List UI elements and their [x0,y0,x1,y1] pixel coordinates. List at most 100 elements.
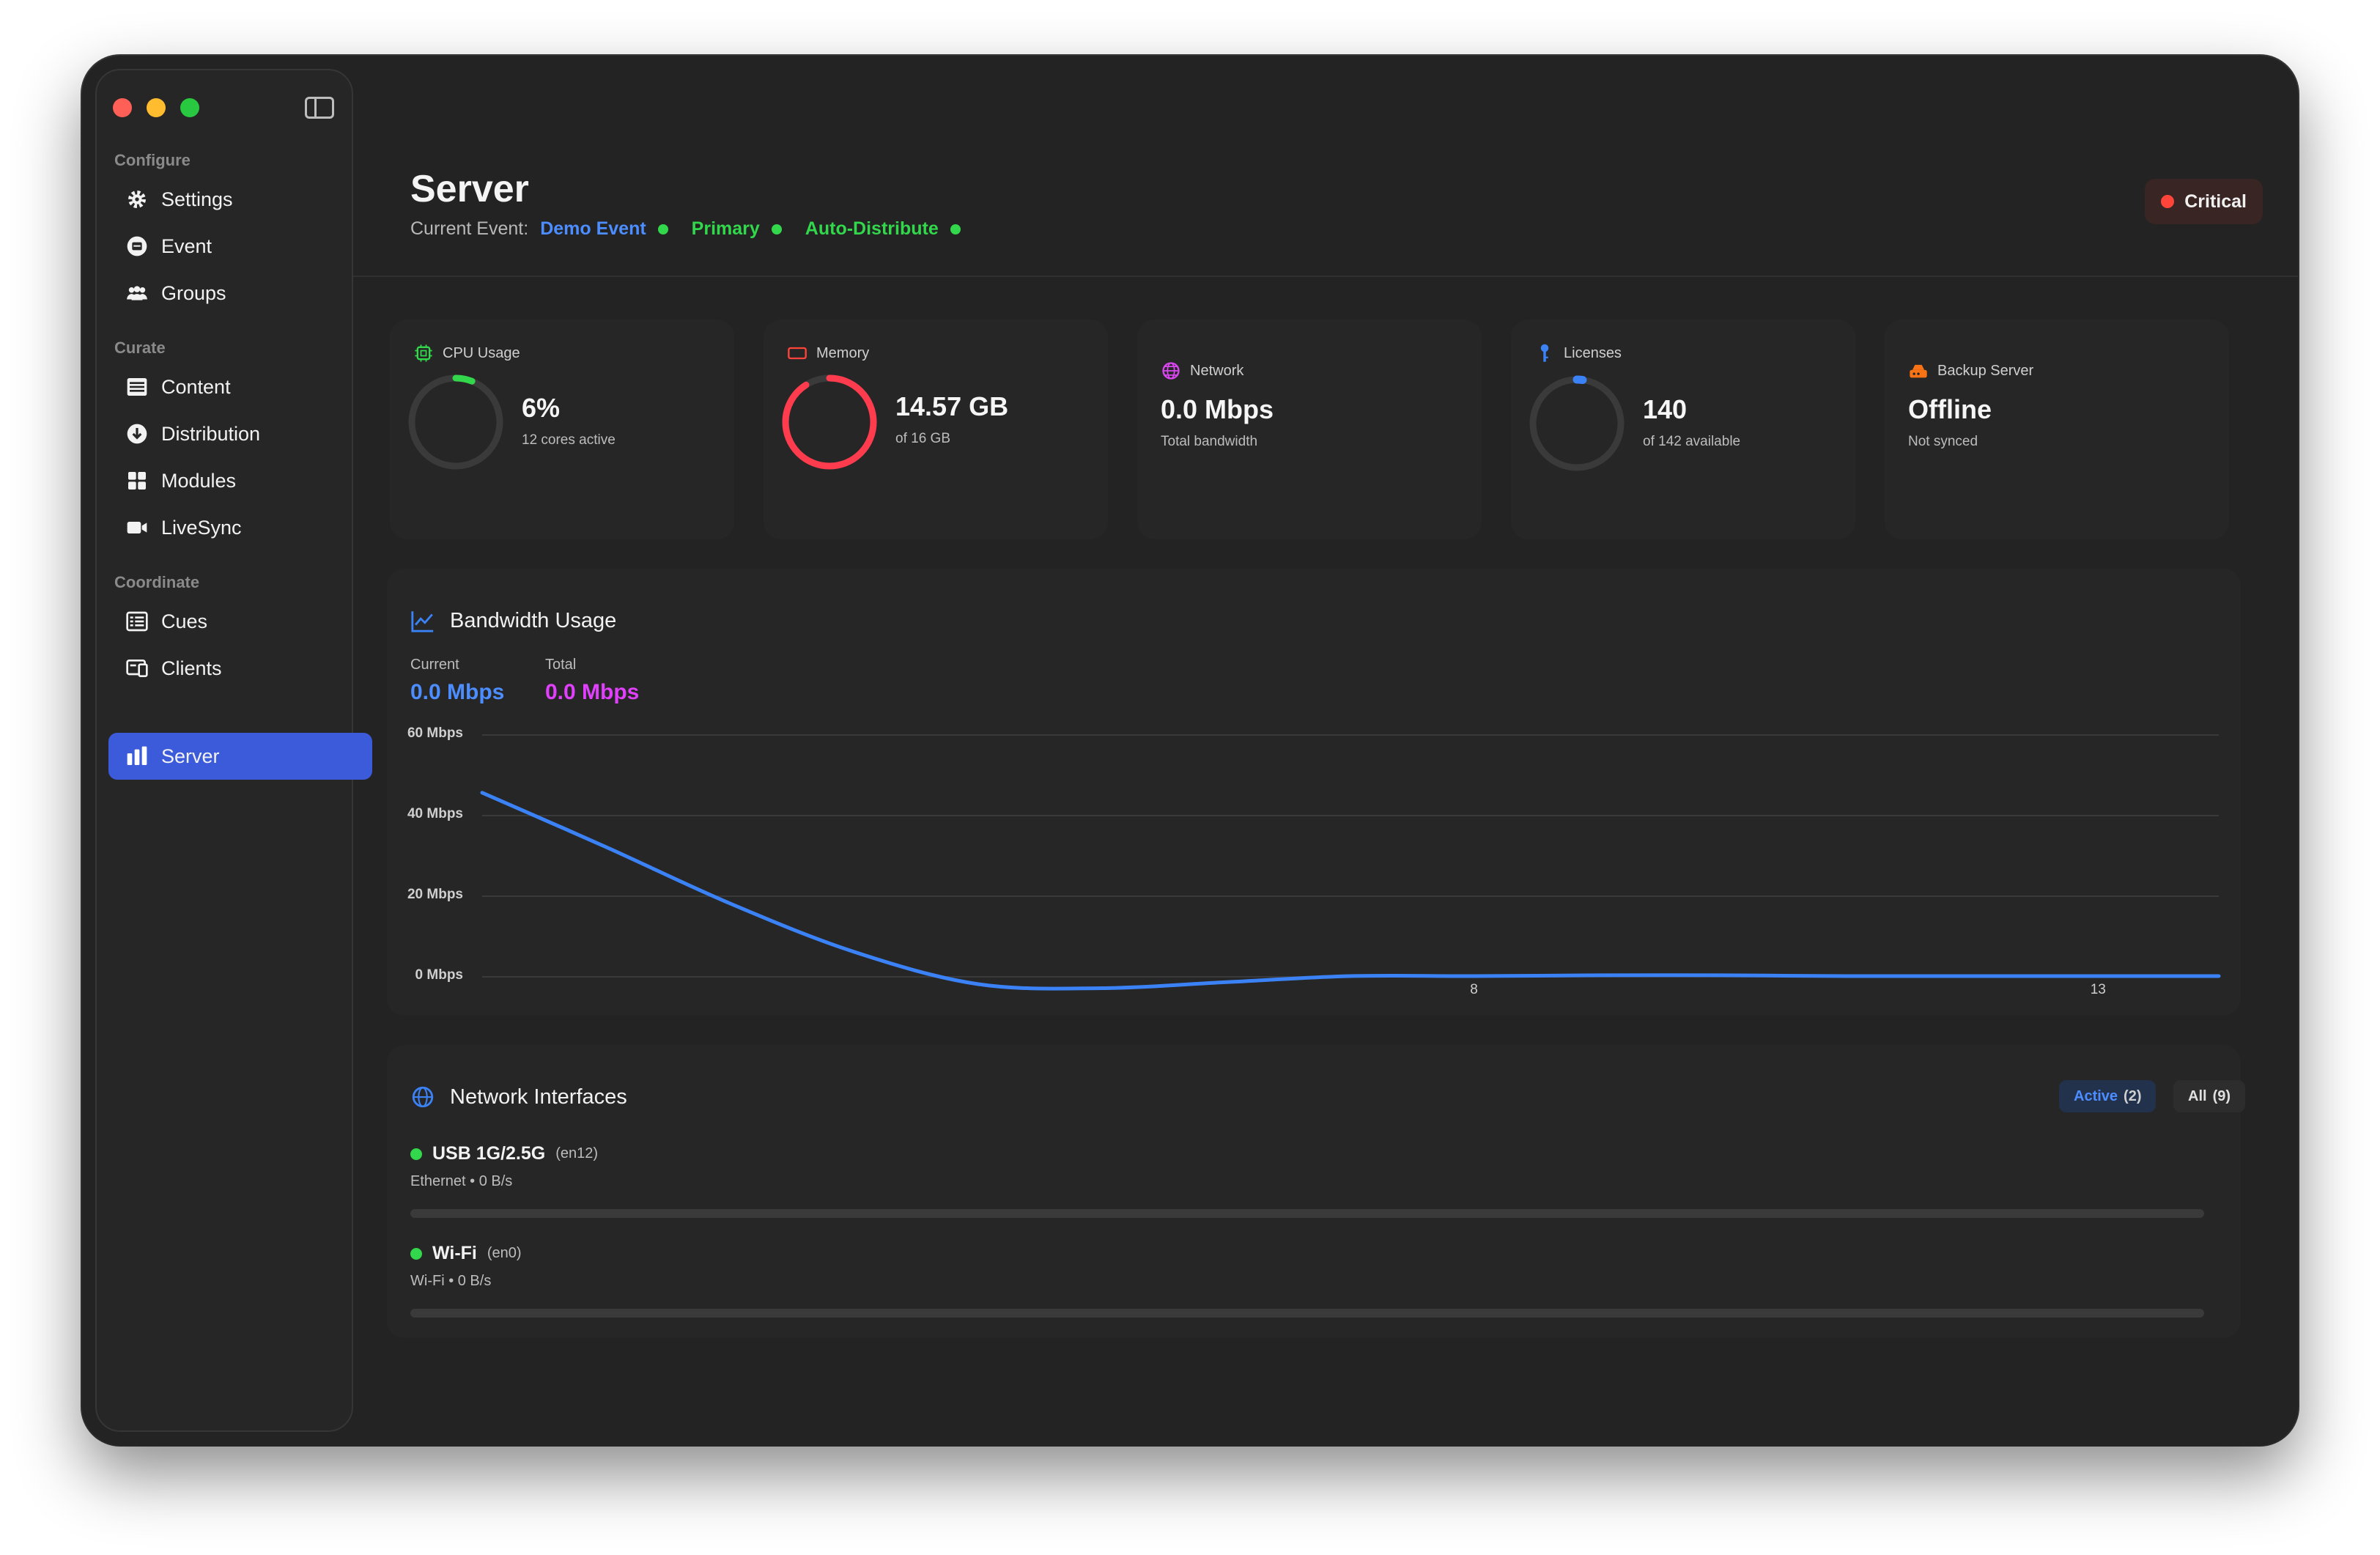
sidebar-item-label: Clients [161,657,222,679]
backup-server-icon [1910,364,1927,378]
backup-label-text: Backup Server [1937,362,2034,379]
page-title: Server [410,168,529,210]
line-chart-icon [411,611,434,632]
network-value: 0.0 Mbps [1161,394,1274,424]
critical-dot [2161,195,2175,208]
memory-card: Memory 14.57 GB of 16 GB [764,320,1108,539]
sidebar-item-cues[interactable]: Cues [108,598,372,645]
sidebar-item-groups[interactable]: Groups [108,270,372,317]
event-status-dot [657,224,668,234]
header-divider [353,276,2298,277]
sidebar-item-distribution[interactable]: Distribution [108,410,372,457]
clients-icon [125,656,149,681]
network-label-text: Network [1190,362,1244,379]
modules-icon [125,468,149,493]
sidebar-item-label: Settings [161,188,233,210]
zoom-button[interactable] [180,98,199,117]
memory-icon [788,347,807,360]
sidebar-item-server[interactable]: Server [108,733,372,780]
interface-status-dot [410,1247,422,1260]
backup-values: Offline Not synced [1908,394,1992,450]
backup-card: Backup Server Offline Not synced [1885,320,2229,539]
distribution-icon [125,421,149,446]
interface-header: Wi-Fi (en0) [410,1243,2204,1264]
interface-row[interactable]: USB 1G/2.5G (en12) Ethernet • 0 B/s [410,1143,2204,1218]
close-button[interactable] [113,98,132,117]
role-status-dot [771,224,782,234]
cpu-icon [415,344,432,362]
bandwidth-title-text: Bandwidth Usage [450,608,617,632]
sidebar-item-label: Distribution [161,422,261,445]
sidebar-item-label: Server [161,745,220,767]
total-value: 0.0 Mbps [545,680,640,704]
y-tick-label: 40 Mbps [407,806,463,821]
current-label: Current [410,657,459,673]
content-icon [125,374,149,399]
memory-label-text: Memory [816,344,870,361]
interface-row[interactable]: Wi-Fi (en0) Wi-Fi • 0 B/s [410,1243,2204,1318]
licenses-label: Licenses [1534,343,1622,363]
status-badge[interactable]: Critical [2145,179,2263,224]
main-content: Server Current Event: Demo Event Primary… [353,56,2298,1445]
interface-device: (en12) [555,1145,599,1161]
chart-gridline [482,734,2219,736]
event-name-link[interactable]: Demo Event [540,218,668,240]
minimize-button[interactable] [147,98,166,117]
memory-values: 14.57 GB of 16 GB [895,391,1008,447]
app-window: Configure Settings Event Groups Curate C… [82,56,2298,1445]
sidebar-item-livesync[interactable]: LiveSync [108,504,372,551]
sidebar-section-configure: Configure [114,151,191,169]
sidebar-item-label: Cues [161,610,208,632]
chart-gridline [482,895,2219,897]
filter-active-count: (2) [2124,1087,2142,1104]
mode-text: Auto-Distribute [805,218,939,239]
y-tick-label: 0 Mbps [415,967,463,983]
licenses-card: Licenses 140 of 142 available [1511,320,1855,539]
sidebar-item-content[interactable]: Content [108,363,372,410]
interfaces-panel: Network Interfaces Active (2) All (9) US… [387,1045,2246,1338]
filter-all-button[interactable]: All (9) [2173,1080,2246,1112]
current-event-label: Current Event: [410,218,529,239]
event-status-line: Current Event: Demo Event Primary Auto-D… [410,218,984,240]
globe-icon [1162,362,1180,380]
bandwidth-panel: Bandwidth Usage Current 0.0 Mbps Total 0… [387,569,2241,1016]
y-tick-label: 20 Mbps [407,887,463,902]
licenses-sub: of 142 available [1643,434,1741,449]
x-tick-label: 8 [1470,982,1478,997]
licenses-label-text: Licenses [1564,344,1622,361]
network-label: Network [1161,361,1243,381]
interface-header: USB 1G/2.5G (en12) [410,1143,2204,1164]
memory-ring [782,374,877,470]
sidebar-item-event[interactable]: Event [108,223,372,270]
interface-usage-bar [410,1309,2204,1318]
network-values: 0.0 Mbps Total bandwidth [1161,394,1274,450]
sidebar-item-clients[interactable]: Clients [108,645,372,692]
backup-sub: Not synced [1908,434,1978,449]
sidebar-toggle-icon[interactable] [305,97,334,119]
filter-all-label: All [2188,1087,2207,1104]
role-badge: Primary [692,218,782,240]
role-text: Primary [691,218,760,239]
event-name-text: Demo Event [540,218,646,239]
cpu-label: CPU Usage [413,343,520,363]
sidebar-item-modules[interactable]: Modules [108,457,372,504]
licenses-ring [1529,375,1625,472]
interface-device: (en0) [487,1245,522,1261]
sidebar-section-curate: Curate [114,339,166,357]
chart-gridline [482,815,2219,816]
sidebar-item-label: Modules [161,469,237,492]
cpu-card: CPU Usage 6% 12 cores active [390,320,734,539]
memory-value: 14.57 GB [895,391,1009,421]
sidebar-item-label: Content [161,375,231,398]
interface-status-dot [410,1148,422,1160]
interface-name: Wi-Fi [432,1243,477,1263]
cpu-value: 6% [522,393,561,423]
globe-icon [412,1086,434,1108]
bandwidth-title: Bandwidth Usage [410,608,616,633]
filter-active-button[interactable]: Active (2) [2059,1080,2157,1112]
memory-sub: of 16 GB [895,431,950,446]
traffic-lights [113,98,199,117]
interface-sub: Ethernet • 0 B/s [410,1173,513,1189]
video-icon [125,515,149,540]
sidebar-item-settings[interactable]: Settings [108,176,372,223]
